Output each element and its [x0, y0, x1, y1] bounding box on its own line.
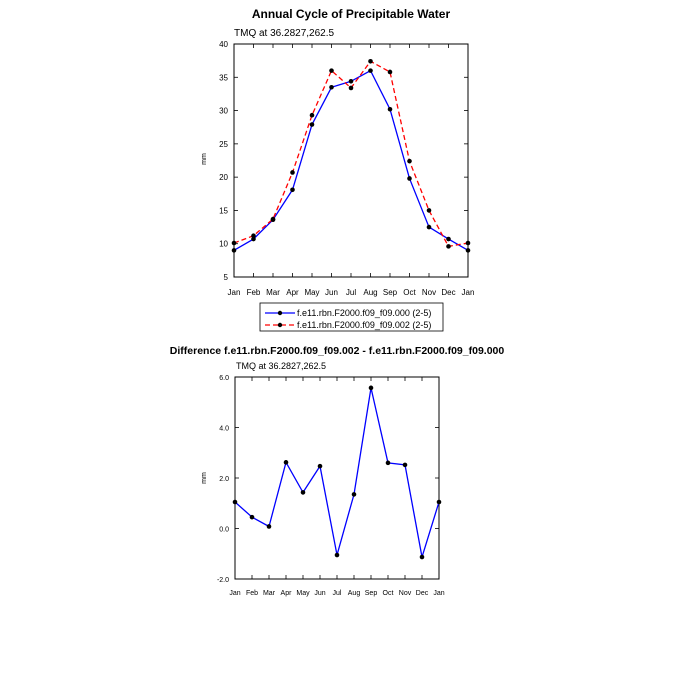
data-point: [419, 554, 425, 560]
data-point: [426, 208, 432, 213]
series-line-1: [234, 387, 440, 558]
x-tick-label: Dec: [441, 288, 455, 297]
x-tick-label: Aug: [348, 590, 361, 597]
y-tick-label: 15: [219, 206, 228, 215]
x-tick-label: Apr: [286, 288, 299, 297]
data-point: [266, 524, 272, 529]
chart-title: Difference f.e11.rbn.F2000.f09_f09.002 -…: [170, 345, 505, 357]
x-tick-label: Nov: [422, 288, 436, 297]
difference-chart: Difference f.e11.rbn.F2000.f09_f09.002 -…: [170, 345, 505, 597]
x-tick-label: Jan: [229, 590, 240, 597]
data-point: [329, 68, 334, 73]
data-point: [368, 59, 373, 64]
data-point: [232, 499, 238, 505]
data-point: [426, 224, 432, 230]
data-point: [436, 499, 442, 505]
data-point: [290, 187, 295, 193]
chart-title: Annual Cycle of Precipitable Water: [252, 7, 451, 21]
data-point: [270, 216, 276, 222]
x-tick-label: Sep: [365, 590, 378, 597]
data-point: [387, 106, 393, 112]
data-point: [329, 84, 334, 90]
series-line-1: [233, 69, 469, 251]
plot-frame: [233, 43, 469, 278]
legend-label-series-2: f.e11.rbn.F2000.f09_f09.002 (2-5): [297, 320, 431, 330]
x-tick-label: Aug: [363, 288, 377, 297]
legend-box: [259, 302, 444, 332]
x-tick-label: Mar: [263, 590, 276, 597]
data-point: [231, 248, 237, 253]
data-point: [402, 462, 408, 468]
data-point: [300, 490, 306, 495]
x-tick-label: Jun: [325, 288, 338, 297]
data-point: [465, 248, 471, 253]
data-point: [446, 244, 451, 249]
data-point: [309, 112, 315, 118]
data-point: [407, 176, 412, 181]
legend-marker-series-2: [277, 322, 283, 328]
data-point: [385, 460, 391, 466]
x-tick-label: Jan: [433, 590, 444, 597]
legend-label-series-1: f.e11.rbn.F2000.f09_f09.000 (2-5): [297, 308, 431, 318]
x-tick-label: May: [304, 288, 319, 297]
data-point: [231, 240, 237, 246]
plot-frame: [234, 376, 440, 580]
y-axis-label: mm: [201, 153, 208, 165]
x-tick-label: Feb: [246, 590, 258, 597]
x-tick-label: Sep: [383, 288, 398, 297]
y-axis-label: mm: [201, 472, 208, 484]
x-tick-label: Apr: [281, 590, 293, 597]
data-point: [334, 552, 340, 558]
data-point: [251, 236, 256, 242]
y-tick-label: 25: [219, 140, 228, 149]
y-tick-label: 35: [219, 73, 228, 82]
chart-subtitle: TMQ at 36.2827,262.5: [234, 28, 335, 39]
data-point: [309, 122, 315, 127]
y-tick-label: 0.0: [219, 527, 229, 534]
data-point: [465, 240, 471, 246]
data-point: [249, 514, 255, 520]
x-tick-label: Jan: [228, 288, 241, 297]
x-tick-label: Mar: [266, 288, 280, 297]
y-tick-label: 30: [219, 107, 228, 116]
x-tick-label: Feb: [247, 288, 261, 297]
data-point: [348, 85, 354, 91]
data-point: [251, 233, 256, 239]
x-tick-label: Jun: [314, 590, 325, 597]
data-point: [368, 385, 374, 391]
data-point: [407, 158, 412, 164]
y-tick-label: 5: [224, 273, 229, 282]
x-tick-label: Nov: [399, 590, 412, 597]
y-tick-label: 10: [219, 240, 228, 249]
y-tick-label: 4.0: [219, 426, 229, 433]
y-tick-label: -2.0: [217, 577, 229, 584]
x-tick-label: May: [296, 590, 310, 597]
y-tick-label: 40: [219, 40, 228, 49]
annual-cycle-chart: Annual Cycle of Precipitable Water TMQ a…: [201, 7, 474, 297]
data-point: [317, 463, 323, 469]
x-tick-label: Jul: [346, 288, 356, 297]
data-point: [351, 492, 357, 497]
chart-subtitle: TMQ at 36.2827,262.5: [236, 361, 326, 371]
data-point: [446, 236, 451, 242]
y-tick-label: 2.0: [219, 476, 229, 483]
data-point: [348, 78, 354, 84]
y-tick-label: 6.0: [219, 375, 229, 382]
data-point: [387, 69, 393, 75]
data-point: [283, 460, 289, 465]
x-tick-label: Dec: [416, 590, 429, 597]
legend-marker-series-1: [277, 310, 283, 316]
x-tick-label: Oct: [403, 288, 416, 297]
x-tick-label: Oct: [383, 590, 394, 597]
y-tick-label: 20: [219, 173, 228, 182]
legend: f.e11.rbn.F2000.f09_f09.000 (2-5) f.e11.…: [259, 302, 444, 332]
data-point: [290, 170, 295, 175]
x-tick-label: Jan: [462, 288, 475, 297]
x-tick-label: Jul: [333, 590, 342, 597]
data-point: [368, 68, 373, 73]
